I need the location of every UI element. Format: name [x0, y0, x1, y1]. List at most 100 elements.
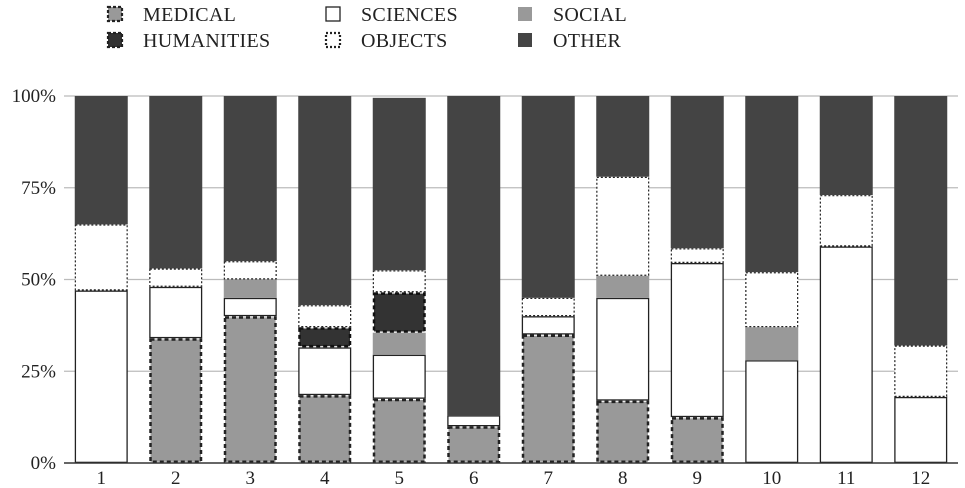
bar-group-6: [447, 96, 501, 463]
bar-5-medical: [372, 398, 426, 463]
y-tick-label-75: 75%: [21, 178, 56, 199]
bar-8-social: [596, 275, 650, 298]
bars: [74, 96, 948, 464]
legend-swatch-humanities: [106, 31, 124, 49]
bar-12-sciences: [894, 396, 948, 463]
bar-3-objects: [223, 261, 277, 280]
legend-label-other: OTHER: [553, 30, 622, 52]
bar-5-social: [372, 332, 426, 355]
x-tick-label-12: 12: [911, 468, 930, 488]
bar-2-objects: [149, 268, 203, 287]
bar-7-sciences: [521, 316, 575, 335]
bar-9-sciences: [670, 262, 724, 418]
legend-item-other: OTHER: [518, 30, 622, 52]
bar-9-other: [670, 96, 724, 249]
y-tick-label-25: 25%: [21, 361, 56, 382]
bar-2-sciences: [149, 286, 203, 339]
bar-group-11: [819, 96, 873, 463]
bar-7-medical: [521, 334, 575, 463]
x-tick-label-8: 8: [618, 468, 628, 488]
bar-3-other: [223, 96, 277, 262]
gridlines: [64, 95, 958, 372]
bar-6-other: [447, 96, 501, 416]
bar-2-medical: [149, 338, 203, 463]
bar-10-objects: [745, 272, 799, 328]
bar-11-sciences: [819, 246, 873, 463]
bar-3-sciences: [223, 297, 277, 317]
x-tick-labels: 1 2 3 4 5 6 7 8 9 10 11 12: [97, 468, 931, 488]
x-tick-label-7: 7: [544, 468, 554, 488]
bar-12-objects: [894, 345, 948, 397]
bar-5-sciences: [372, 354, 426, 399]
bar-4-medical: [298, 395, 352, 464]
legend-label-sciences: SCIENCES: [361, 4, 458, 26]
bar-3-social: [223, 279, 277, 298]
x-tick-label-4: 4: [320, 468, 330, 488]
bar-7-objects: [521, 297, 575, 317]
bar-6-medical: [447, 426, 501, 463]
y-tick-label-100: 100%: [12, 86, 57, 107]
bar-1-sciences: [74, 290, 128, 464]
bar-8-sciences: [596, 297, 650, 401]
x-tick-label-10: 10: [762, 468, 781, 488]
legend-item-sciences: SCIENCES: [325, 4, 458, 26]
legend-label-objects: OBJECTS: [361, 30, 448, 52]
x-tick-label-2: 2: [171, 468, 181, 488]
legend-label-humanities: HUMANITIES: [143, 30, 270, 52]
bar-4-humanities: [298, 327, 352, 348]
bar-10-sciences: [745, 360, 799, 464]
bar-9-objects: [670, 248, 724, 263]
bar-5-humanities: [372, 292, 426, 333]
x-tick-label-3: 3: [246, 468, 256, 488]
legend-label-social: SOCIAL: [553, 4, 627, 26]
bar-11-other: [819, 96, 873, 196]
bar-8-objects: [596, 176, 650, 276]
legend-swatch-social: [518, 7, 532, 21]
bar-group-12: [894, 96, 948, 463]
bar-group-4: [298, 96, 352, 464]
bar-7-other: [521, 96, 575, 298]
legend-swatch-medical: [106, 5, 124, 23]
legend-swatch-other: [518, 33, 532, 47]
x-tick-label-9: 9: [693, 468, 703, 488]
bar-group-5: [372, 97, 426, 463]
legend-label-medical: MEDICAL: [143, 4, 236, 26]
x-tick-label-6: 6: [469, 468, 479, 488]
bar-8-other: [596, 96, 650, 177]
legend-item-humanities: HUMANITIES: [106, 30, 270, 52]
legend-swatch-sciences: [325, 6, 341, 22]
bar-group-7: [521, 96, 575, 463]
bar-group-8: [596, 96, 650, 463]
bar-8-medical: [596, 400, 650, 463]
legend-swatch-objects: [324, 31, 342, 49]
bar-4-other: [298, 96, 352, 306]
x-tick-label-11: 11: [837, 468, 855, 488]
y-tick-label-50: 50%: [21, 270, 56, 291]
legend-item-medical: MEDICAL: [106, 4, 236, 26]
bar-group-9: [670, 96, 724, 463]
bar-1-objects: [74, 224, 128, 291]
bar-4-sciences: [298, 347, 352, 396]
bar-2-other: [149, 96, 203, 269]
bar-9-medical: [670, 417, 724, 463]
y-tick-label-0: 0%: [31, 453, 57, 474]
bar-5-other: [372, 97, 426, 271]
bar-6-sciences: [447, 415, 501, 427]
bar-group-10: [745, 96, 799, 464]
bar-5-objects: [372, 270, 426, 293]
bar-12-other: [894, 96, 948, 346]
bar-1-other: [74, 96, 128, 225]
bar-11-objects: [819, 195, 873, 247]
y-tick-labels: 0% 25% 50% 75% 100%: [12, 86, 57, 474]
bar-group-3: [223, 96, 277, 464]
bar-3-medical: [223, 316, 277, 464]
bar-group-2: [149, 96, 203, 463]
legend-item-objects: OBJECTS: [324, 30, 448, 52]
bar-10-other: [745, 96, 799, 273]
x-tick-label-1: 1: [97, 468, 107, 488]
x-tick-label-5: 5: [395, 468, 405, 488]
legend: MEDICAL SCIENCES SOCIAL HUMANITIES OBJECTS OT…: [106, 4, 627, 52]
legend-item-social: SOCIAL: [518, 4, 627, 26]
